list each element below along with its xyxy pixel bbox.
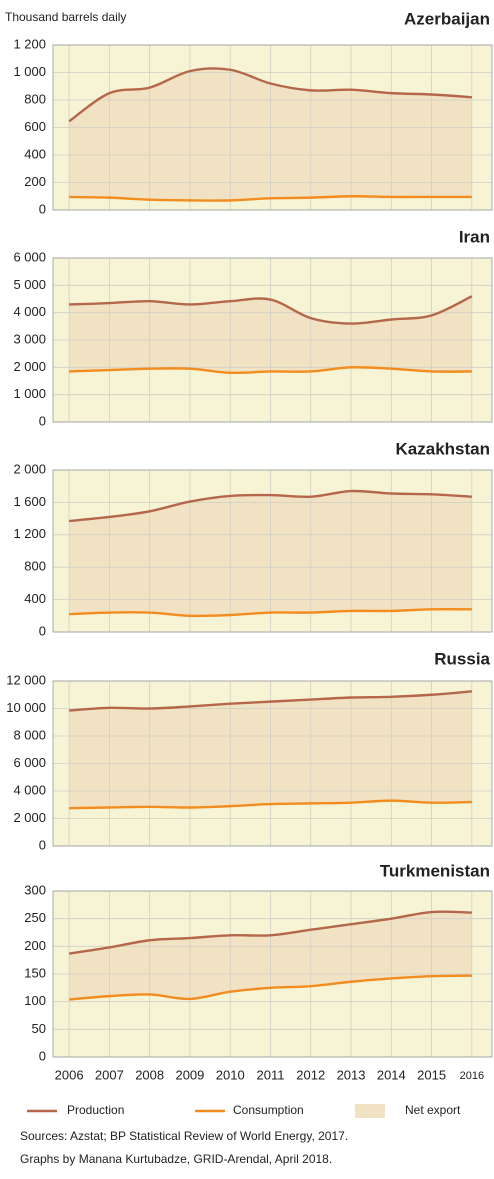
legend-label: Consumption xyxy=(233,1103,304,1117)
y-tick-label: 4 000 xyxy=(13,304,46,319)
series-line xyxy=(69,608,472,618)
y-tick-label: 5 000 xyxy=(13,277,46,292)
y-tick-label: 150 xyxy=(24,965,46,980)
series-line xyxy=(69,974,472,1001)
series-line xyxy=(68,489,472,523)
y-tick-label: 1 200 xyxy=(13,36,46,51)
y-tick-label: 400 xyxy=(24,591,46,606)
y-tick-label: 2 000 xyxy=(13,359,46,374)
y-tick-label: 0 xyxy=(39,623,46,638)
y-tick-label: 12 000 xyxy=(6,672,46,687)
x-tick-label: 2009 xyxy=(175,1067,204,1082)
series-line xyxy=(69,690,472,712)
panel-title: Kazakhstan xyxy=(396,439,490,458)
source: Sources: Azstat; BP Statistical Review o… xyxy=(20,1129,348,1143)
y-tick-label: 800 xyxy=(24,559,46,574)
y-tick-label: 0 xyxy=(39,413,46,428)
y-tick-label: 600 xyxy=(24,119,46,134)
y-tick-label: 800 xyxy=(24,91,46,106)
y-tick-label: 10 000 xyxy=(6,700,46,715)
series-line xyxy=(69,295,473,325)
series-line xyxy=(69,195,472,202)
y-tick-label: 8 000 xyxy=(13,727,46,742)
legend-label: Net export xyxy=(405,1103,461,1117)
y-tick-label: 6 000 xyxy=(13,249,46,264)
y-tick-label: 1 000 xyxy=(13,386,46,401)
x-tick-label: 2006 xyxy=(55,1067,84,1082)
series-line xyxy=(68,910,472,955)
y-tick-label: 50 xyxy=(32,1021,46,1036)
y-tick-label: 1 200 xyxy=(13,526,46,541)
y-tick-label: 250 xyxy=(24,910,46,925)
y-tick-label: 1 600 xyxy=(13,494,46,509)
y-tick-label: 2 000 xyxy=(13,810,46,825)
y-tick-label: 300 xyxy=(24,882,46,897)
plot-frame xyxy=(52,469,493,633)
y-tick-label: 2 000 xyxy=(13,461,46,476)
credit: Graphs by Manana Kurtubadze, GRID-Arenda… xyxy=(20,1152,332,1166)
y-tick-label: 0 xyxy=(39,201,46,216)
panel-title: Iran xyxy=(459,227,490,246)
y-tick-label: 4 000 xyxy=(13,782,46,797)
series-line xyxy=(69,366,472,375)
legend-swatch xyxy=(355,1104,385,1118)
x-tick-label: 2007 xyxy=(95,1067,124,1082)
plot-frame xyxy=(52,680,493,847)
y-tick-label: 0 xyxy=(39,837,46,852)
series-line xyxy=(69,799,472,810)
y-tick-label: 200 xyxy=(24,174,46,189)
x-tick-label: 2016 xyxy=(460,1070,484,1082)
panel-title: Azerbaijan xyxy=(404,9,490,28)
series-line xyxy=(68,67,472,123)
plot-frame xyxy=(52,257,493,423)
x-tick-label: 2014 xyxy=(377,1067,406,1082)
y-tick-label: 3 000 xyxy=(13,331,46,346)
panel-title: Turkmenistan xyxy=(380,861,490,880)
y-tick-label: 200 xyxy=(24,938,46,953)
y-tick-label: 100 xyxy=(24,993,46,1008)
x-tick-label: 2013 xyxy=(337,1067,366,1082)
plot-frame xyxy=(52,44,493,211)
plot-frame xyxy=(52,890,493,1058)
x-tick-label: 2015 xyxy=(417,1067,446,1082)
y-tick-label: 6 000 xyxy=(13,755,46,770)
x-tick-label: 2008 xyxy=(135,1067,164,1082)
y-axis-label: Thousand barrels daily xyxy=(5,10,126,24)
y-tick-label: 1 000 xyxy=(13,64,46,79)
panel-title: Russia xyxy=(434,649,490,668)
x-tick-label: 2011 xyxy=(257,1067,285,1082)
x-tick-label: 2012 xyxy=(296,1067,325,1082)
y-tick-label: 400 xyxy=(24,146,46,161)
legend-label: Production xyxy=(67,1103,124,1117)
x-tick-label: 2010 xyxy=(216,1067,245,1082)
y-tick-label: 0 xyxy=(39,1048,46,1063)
